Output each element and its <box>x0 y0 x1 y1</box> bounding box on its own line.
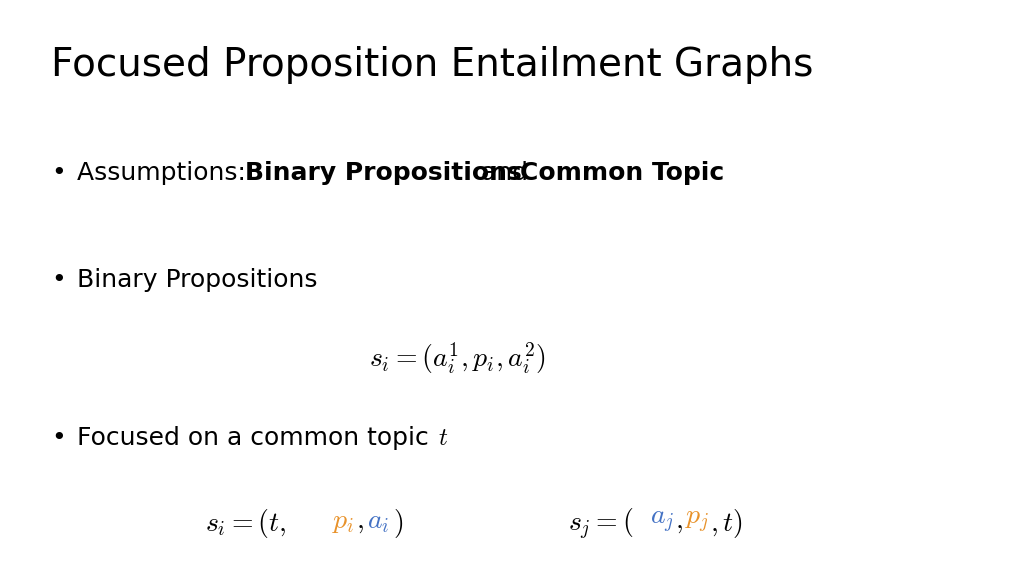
Text: $s_j = ($: $s_j = ($ <box>568 507 634 542</box>
Text: Focused on a common topic: Focused on a common topic <box>77 426 436 450</box>
Text: $,$: $,$ <box>356 507 365 535</box>
Text: and: and <box>473 161 537 185</box>
Text: •: • <box>51 161 66 185</box>
Text: $s_i = (t,$: $s_i = (t,$ <box>205 507 286 540</box>
Text: •: • <box>51 426 66 450</box>
Text: $s_i = (a_i^1, p_i, a_i^2)$: $s_i = (a_i^1, p_i, a_i^2)$ <box>369 340 546 376</box>
Text: Binary Propositions: Binary Propositions <box>77 268 317 292</box>
Text: Binary Propositions: Binary Propositions <box>245 161 521 185</box>
Text: Common Topic: Common Topic <box>520 161 724 185</box>
Text: $, t)$: $, t)$ <box>710 507 742 540</box>
Text: $p_j$: $p_j$ <box>685 507 710 535</box>
Text: Focused Proposition Entailment Graphs: Focused Proposition Entailment Graphs <box>51 46 814 84</box>
Text: $)$: $)$ <box>393 507 403 540</box>
Text: $,$: $,$ <box>675 507 683 535</box>
Text: $a_j$: $a_j$ <box>650 507 675 535</box>
Text: •: • <box>51 268 66 292</box>
Text: $p_i$: $p_i$ <box>332 507 354 535</box>
Text: $t$: $t$ <box>438 426 449 450</box>
Text: $a_i$: $a_i$ <box>367 507 389 535</box>
Text: Assumptions:: Assumptions: <box>77 161 254 185</box>
